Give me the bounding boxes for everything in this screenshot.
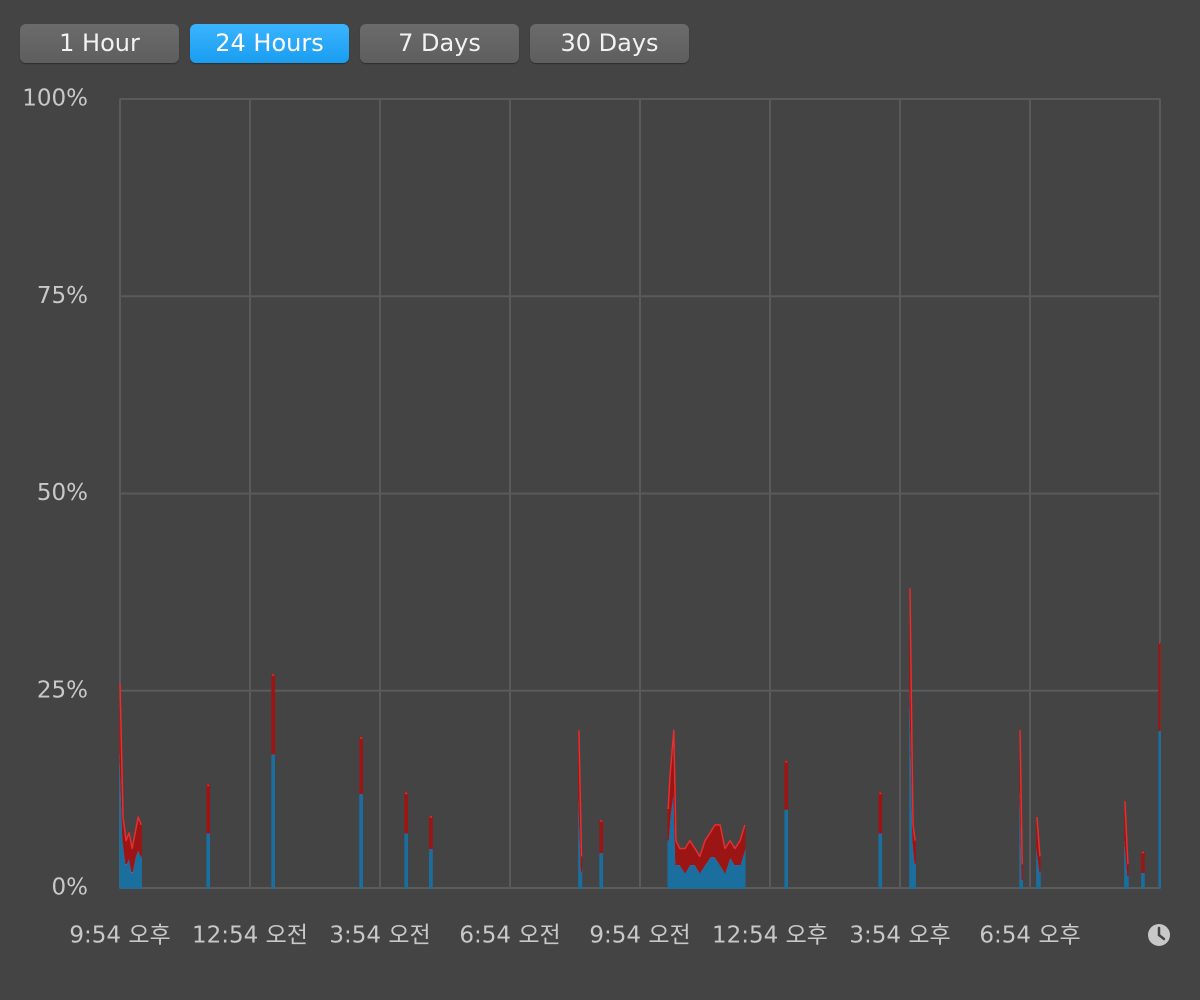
x-tick-label: 9:54 오전 — [589, 923, 690, 949]
clock-icon — [1148, 924, 1170, 946]
x-tick-label: 9:54 오후 — [69, 923, 170, 949]
y-tick-label: 50% — [37, 480, 88, 506]
x-tick-label: 12:54 오전 — [192, 923, 308, 949]
x-tick-label: 12:54 오후 — [712, 923, 828, 949]
y-tick-label: 25% — [37, 677, 88, 703]
range-button[interactable]: 7 Days — [360, 24, 519, 63]
y-tick-label: 75% — [37, 283, 88, 309]
range-button[interactable]: 30 Days — [530, 24, 689, 63]
area-fill — [119, 690, 1161, 889]
x-tick-label: 3:54 오후 — [849, 923, 950, 949]
area-fill — [119, 588, 1161, 881]
y-tick-label: 100% — [22, 86, 88, 112]
range-button[interactable]: 24 Hours — [190, 24, 349, 63]
grid — [119, 98, 1160, 889]
x-tick-label: 6:54 오후 — [979, 923, 1080, 949]
axis-labels: 0% 25% 50% 75% 100% 9:54 오후 12:54 오전 3:54 오전 6:5… — [22, 86, 1080, 949]
plot — [119, 588, 1161, 889]
y-tick-label: 0% — [52, 875, 89, 901]
range-button[interactable]: 1 Hour — [20, 24, 179, 63]
x-tick-label: 6:54 오전 — [459, 923, 560, 949]
area-line — [119, 588, 1160, 865]
x-tick-label: 3:54 오전 — [329, 923, 430, 949]
